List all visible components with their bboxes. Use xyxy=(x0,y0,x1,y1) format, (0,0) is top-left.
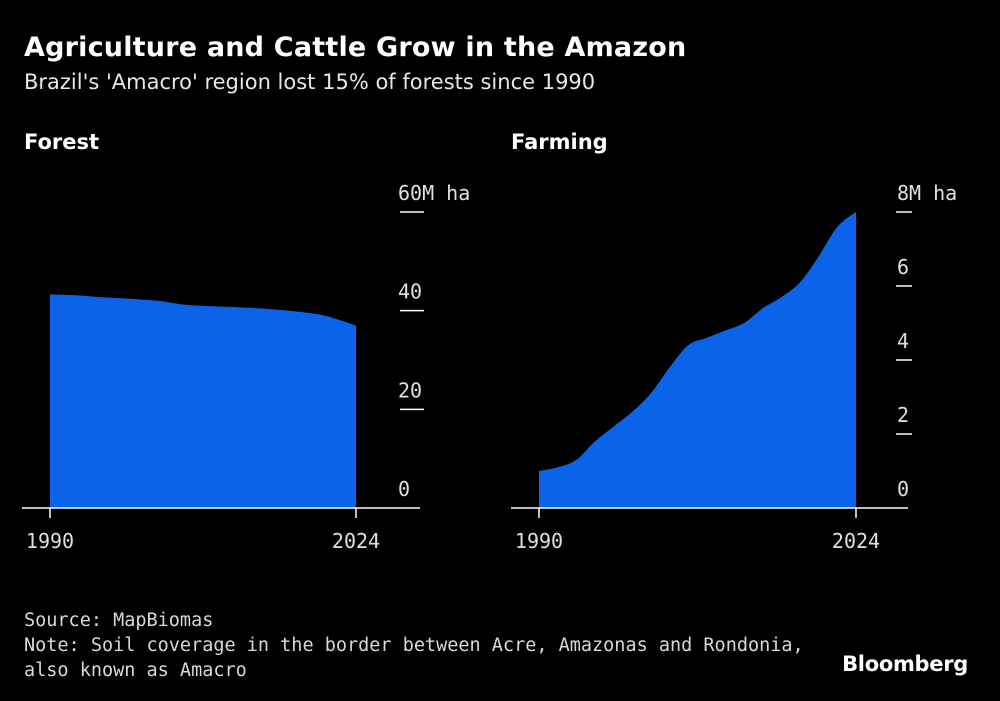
area-series-1 xyxy=(539,212,856,508)
x-tick-label: 1990 xyxy=(515,529,563,553)
x-tick-label: 2024 xyxy=(832,529,880,553)
y-tick-label: 2 xyxy=(897,403,909,427)
y-tick-label: 0 xyxy=(897,477,909,501)
area-series-0 xyxy=(50,294,356,508)
farming-chart: 0 2 4 6 8M ha 1990 2024 xyxy=(511,181,957,553)
note-text-line-1: Note: Soil coverage in the border betwee… xyxy=(24,635,804,656)
y-tick-label: 20 xyxy=(398,378,422,402)
panel-title-farming: Farming xyxy=(511,130,608,154)
y-tick-label: 6 xyxy=(897,255,909,279)
y-tick-label: 40 xyxy=(398,280,422,304)
x-tick-label: 2024 xyxy=(332,529,380,553)
y-tick-label: 8M ha xyxy=(897,181,957,205)
panel-title-forest: Forest xyxy=(24,130,100,154)
x-tick-label: 1990 xyxy=(26,529,74,553)
y-tick-label: 60M ha xyxy=(398,181,470,205)
footer-notes: Source: MapBiomas Note: Soil coverage in… xyxy=(24,608,804,683)
y-tick-label: 0 xyxy=(398,477,410,501)
chart-title: Agriculture and Cattle Grow in the Amazo… xyxy=(24,32,687,63)
note-text-line-2: also known as Amacro xyxy=(24,660,247,681)
bloomberg-logo: Bloomberg xyxy=(842,652,968,676)
source-text: Source: MapBiomas xyxy=(24,610,214,631)
chart-subtitle: Brazil's 'Amacro' region lost 15% of for… xyxy=(24,70,596,94)
forest-chart: 0 20 40 60M ha 1990 2024 xyxy=(22,181,470,553)
y-tick-label: 4 xyxy=(897,329,909,353)
